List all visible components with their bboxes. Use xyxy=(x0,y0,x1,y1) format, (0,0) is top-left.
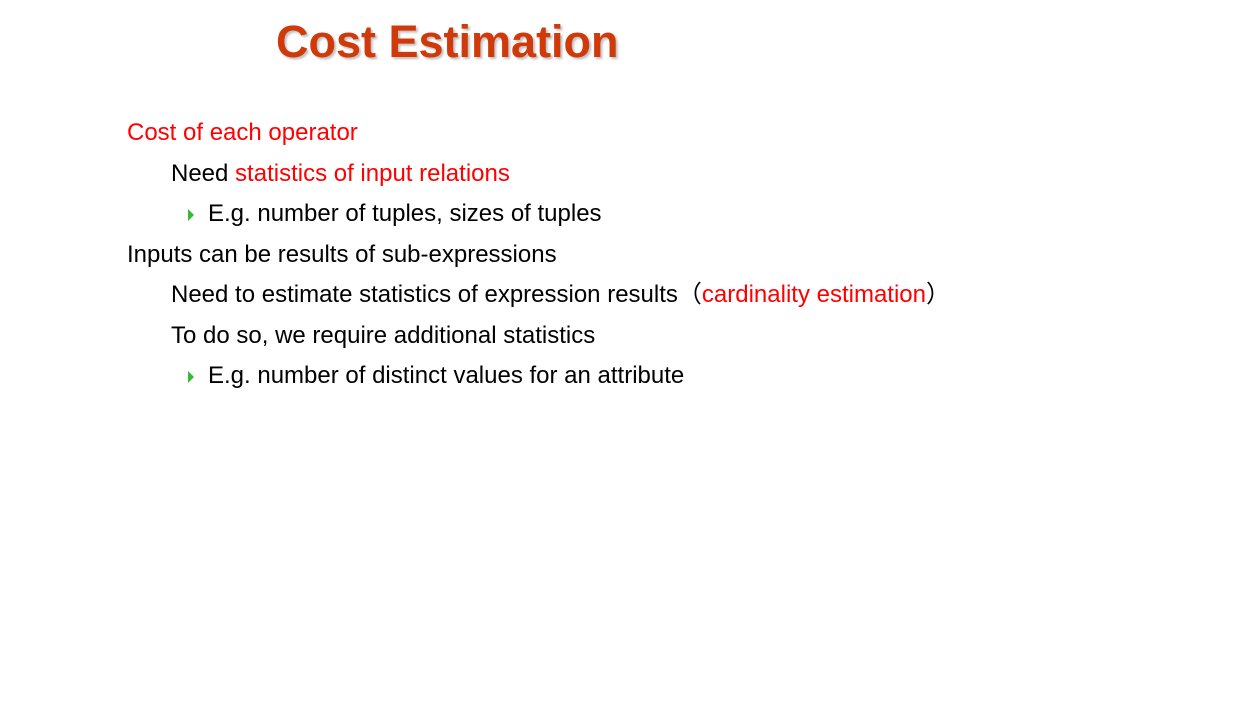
bullet-highlight: cardinality estimation xyxy=(701,281,926,308)
triangle-right-icon xyxy=(188,371,194,383)
bullet-estimate-statistics: Need to estimate statistics of expressio… xyxy=(171,280,950,310)
bullet-text: To do so, we require additional statisti… xyxy=(171,322,596,349)
bullet-additional-statistics: To do so, we require additional statisti… xyxy=(171,321,595,351)
bullet-text: Cost of each operator xyxy=(127,119,358,146)
bullet-inputs-sub-expressions: Inputs can be results of sub-expressions xyxy=(127,240,557,270)
bullet-text: E.g. number of distinct values for an at… xyxy=(208,362,685,389)
bullet-cost-of-each-operator: Cost of each operator xyxy=(127,118,358,148)
bullet-text-suffix: ） xyxy=(926,281,950,308)
sub-bullet-tuples: E.g. number of tuples, sizes of tuples xyxy=(188,199,602,229)
bullet-text: Inputs can be results of sub-expressions xyxy=(127,241,557,268)
bullet-need-statistics: Need statistics of input relations xyxy=(171,159,510,189)
bullet-highlight: statistics of input relations xyxy=(235,160,510,187)
bullet-text: Need to estimate statistics of expressio… xyxy=(171,281,702,308)
bullet-text: E.g. number of tuples, sizes of tuples xyxy=(208,200,602,227)
bullet-text: Need xyxy=(171,160,236,187)
sub-bullet-distinct-values: E.g. number of distinct values for an at… xyxy=(188,361,685,391)
triangle-right-icon xyxy=(188,209,194,221)
slide-title: Cost Estimation xyxy=(276,16,619,67)
